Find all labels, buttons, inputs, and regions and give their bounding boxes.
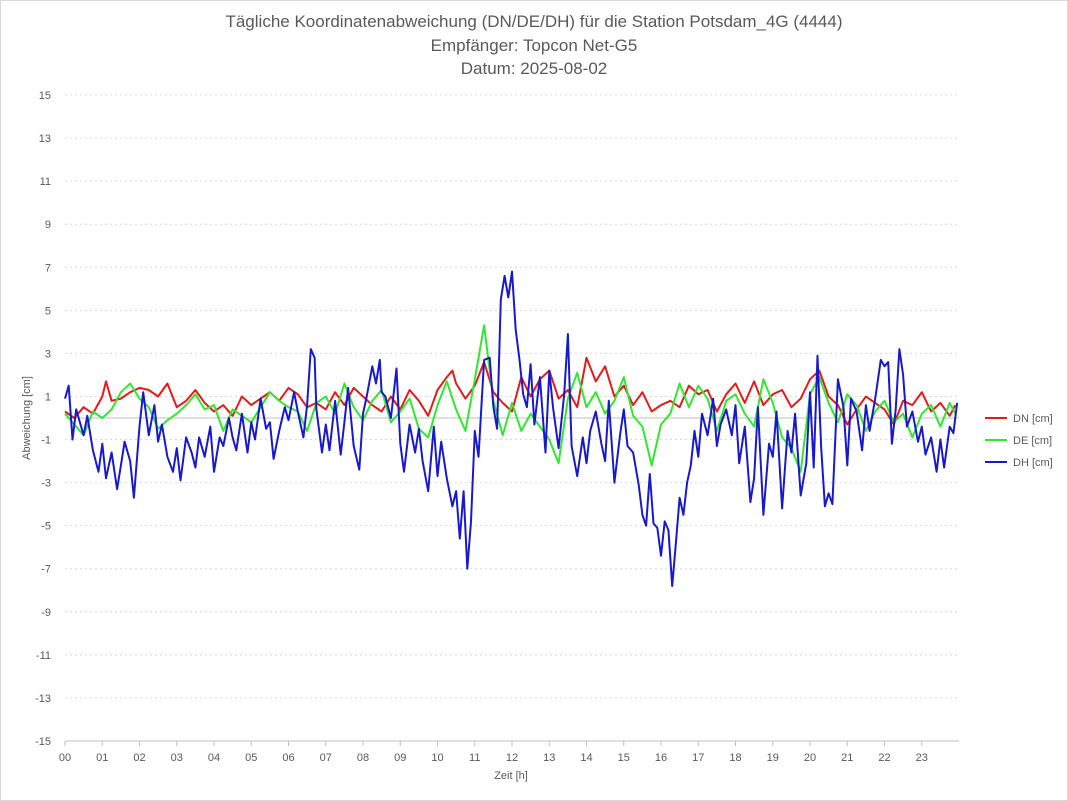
y-tick-label: 9 — [45, 219, 51, 231]
y-tick-label: 1 — [45, 391, 51, 403]
legend: DN [cm] DE [cm] DH [cm] — [985, 413, 1053, 469]
y-tick-label: 15 — [39, 90, 51, 102]
x-tick-label: 13 — [543, 752, 555, 764]
chart-subtitle-receiver: Empfänger: Topcon Net-G5 — [430, 36, 638, 55]
x-tick-label: 18 — [729, 752, 741, 764]
x-tick-labels: 00 01 02 03 04 05 06 07 08 09 10 11 12 13 14 15 16 17 18 19… — [59, 741, 928, 764]
x-tick-label: 17 — [692, 752, 704, 764]
chart-title: Tägliche Koordinatenabweichung (DN/DE/DH… — [225, 12, 843, 31]
x-tick-label: 21 — [841, 752, 853, 764]
y-axis-label: Abweichung [cm] — [21, 376, 33, 460]
x-tick-label: 03 — [171, 752, 183, 764]
x-tick-label: 06 — [282, 752, 294, 764]
x-tick-label: 14 — [580, 752, 592, 764]
legend-label-dh: DH [cm] — [1013, 457, 1053, 469]
x-tick-label: 05 — [245, 752, 257, 764]
x-tick-label: 08 — [357, 752, 369, 764]
x-tick-label: 15 — [618, 752, 630, 764]
x-tick-label: 09 — [394, 752, 406, 764]
x-tick-label: 12 — [506, 752, 518, 764]
x-tick-label: 20 — [804, 752, 816, 764]
x-tick-label: 04 — [208, 752, 220, 764]
series-line-dn — [64, 356, 957, 426]
y-tick-label: -15 — [35, 736, 51, 748]
x-tick-label: 23 — [916, 752, 928, 764]
grid-lines — [65, 94, 959, 742]
x-tick-label: 07 — [320, 752, 332, 764]
y-tick-label: -1 — [41, 435, 51, 447]
x-axis-label: Zeit [h] — [494, 770, 528, 782]
series-lines — [64, 270, 959, 587]
y-tick-label: 11 — [40, 176, 51, 188]
x-tick-label: 10 — [431, 752, 443, 764]
series-line-dh — [64, 270, 959, 587]
x-tick-label: 16 — [655, 752, 667, 764]
y-tick-label: -5 — [41, 521, 51, 533]
y-tick-label: -13 — [35, 693, 51, 705]
x-tick-label: 22 — [878, 752, 890, 764]
y-tick-label: -9 — [41, 607, 51, 619]
y-tick-labels: 15 13 11 9 7 5 3 1 -1 -3 -5 -7 -9 -11 -13 -15 — [35, 90, 51, 748]
x-tick-label: 00 — [59, 752, 71, 764]
y-tick-label: -3 — [41, 478, 51, 490]
y-tick-label: 7 — [45, 262, 51, 274]
x-tick-label: 11 — [469, 752, 480, 764]
x-tick-label: 19 — [767, 752, 779, 764]
x-tick-label: 02 — [133, 752, 145, 764]
y-tick-label: 5 — [45, 305, 51, 317]
legend-label-de: DE [cm] — [1013, 435, 1052, 447]
y-tick-label: 3 — [45, 348, 51, 360]
legend-label-dn: DN [cm] — [1013, 413, 1053, 425]
y-tick-label: -7 — [41, 564, 51, 576]
y-tick-label: -11 — [36, 650, 51, 662]
chart-subtitle-date: Datum: 2025-08-02 — [460, 59, 608, 78]
x-tick-label: 01 — [96, 752, 108, 764]
y-tick-label: 13 — [39, 133, 51, 145]
